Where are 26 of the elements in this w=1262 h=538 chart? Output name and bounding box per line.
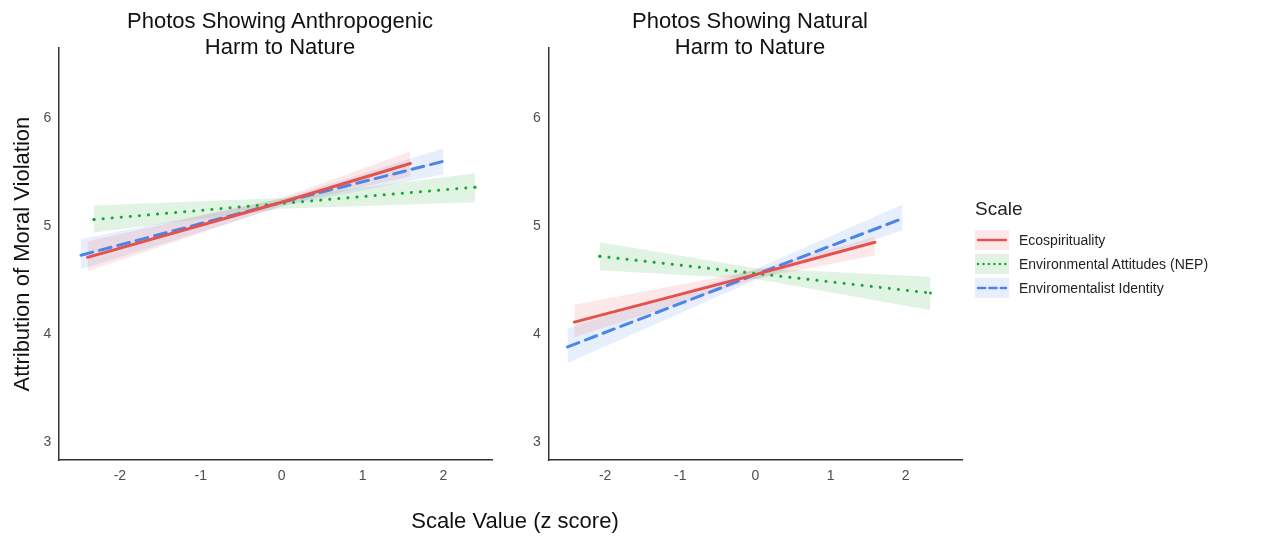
x-tick-label: -1	[674, 467, 687, 484]
legend-title: Scale	[975, 198, 1024, 220]
x-tick-label: 0	[277, 467, 286, 484]
legend-label: Enviromentalist Identity	[1019, 280, 1164, 296]
x-tick-label: 1	[826, 467, 835, 484]
x-tick-label: 2	[439, 467, 448, 484]
y-tick-label: 6	[532, 109, 541, 125]
y-axis-title: Attribution of Moral Violation	[9, 116, 35, 392]
x-tick-label: -2	[113, 467, 127, 484]
y-tick-label: 3	[43, 432, 52, 449]
y-tick-label: 3	[532, 432, 541, 449]
legend-label: Environmental Attitudes (NEP)	[1019, 256, 1209, 272]
x-tick-label: 2	[901, 467, 910, 484]
x-tick-label: 0	[751, 467, 760, 484]
x-tick-label: -2	[598, 467, 612, 484]
y-tick-label: 5	[43, 216, 52, 233]
chart-title: Photos Showing Anthropogenic Harm to Nature	[126, 8, 434, 60]
y-tick-label: 5	[532, 216, 541, 233]
x-axis-title: Scale Value (z score)	[410, 508, 620, 534]
y-tick-label: 4	[532, 324, 541, 341]
y-tick-label: 4	[43, 324, 52, 341]
legend-label: Ecospirituality	[1019, 232, 1106, 248]
y-tick-label: 6	[43, 109, 52, 125]
x-tick-label: -1	[194, 467, 208, 484]
chart-title: Photos Showing Natural Harm to Nature	[631, 8, 869, 60]
x-tick-label: 1	[358, 467, 367, 484]
